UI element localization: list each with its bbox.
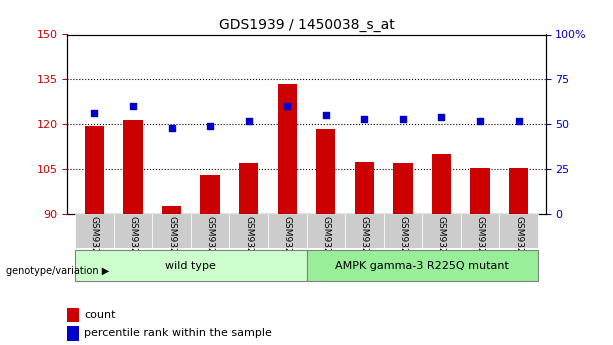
Bar	[509, 168, 528, 214]
Bar	[162, 206, 181, 214]
FancyBboxPatch shape	[113, 214, 152, 248]
Bar	[67, 308, 80, 322]
Bar	[239, 163, 258, 214]
FancyBboxPatch shape	[422, 214, 461, 248]
Text: GSM93235: GSM93235	[90, 216, 99, 265]
Bar	[470, 168, 490, 214]
Point	[244, 118, 254, 124]
Text: GSM93230: GSM93230	[360, 216, 369, 265]
FancyBboxPatch shape	[191, 214, 229, 248]
Text: GSM93233: GSM93233	[476, 216, 484, 265]
Text: GSM93232: GSM93232	[437, 216, 446, 265]
FancyBboxPatch shape	[268, 214, 306, 248]
Text: percentile rank within the sample: percentile rank within the sample	[84, 328, 272, 338]
Text: genotype/variation ▶: genotype/variation ▶	[6, 266, 109, 276]
Text: GSM93239: GSM93239	[244, 216, 253, 265]
FancyBboxPatch shape	[75, 214, 113, 248]
Bar	[123, 120, 143, 214]
FancyBboxPatch shape	[152, 214, 191, 248]
Bar	[394, 163, 413, 214]
Bar	[316, 129, 335, 214]
FancyBboxPatch shape	[306, 214, 345, 248]
Text: count: count	[84, 310, 116, 320]
Bar	[432, 154, 451, 214]
Point	[398, 116, 408, 121]
Point	[205, 123, 215, 129]
Bar	[67, 326, 80, 341]
Point	[167, 125, 177, 130]
Point	[128, 104, 138, 109]
FancyBboxPatch shape	[345, 214, 384, 248]
Text: GSM93231: GSM93231	[398, 216, 408, 265]
Text: GSM93237: GSM93237	[167, 216, 176, 265]
Point	[436, 114, 446, 120]
Title: GDS1939 / 1450038_s_at: GDS1939 / 1450038_s_at	[219, 18, 394, 32]
Point	[89, 111, 99, 116]
Bar	[85, 126, 104, 214]
Text: wild type: wild type	[166, 261, 216, 270]
Text: GSM93238: GSM93238	[205, 216, 215, 265]
Text: GSM93236: GSM93236	[129, 216, 137, 265]
Text: GSM93234: GSM93234	[514, 216, 523, 265]
FancyBboxPatch shape	[75, 250, 306, 281]
Point	[359, 116, 369, 121]
Point	[321, 112, 330, 118]
Bar	[355, 161, 374, 214]
Text: GSM93229: GSM93229	[321, 216, 330, 265]
FancyBboxPatch shape	[384, 214, 422, 248]
Bar	[278, 84, 297, 214]
FancyBboxPatch shape	[306, 250, 538, 281]
Point	[283, 104, 292, 109]
Text: AMPK gamma-3 R225Q mutant: AMPK gamma-3 R225Q mutant	[335, 261, 509, 270]
Bar	[200, 175, 219, 214]
FancyBboxPatch shape	[500, 214, 538, 248]
Point	[475, 118, 485, 124]
Text: GSM93240: GSM93240	[283, 216, 292, 265]
FancyBboxPatch shape	[229, 214, 268, 248]
Point	[514, 118, 524, 124]
FancyBboxPatch shape	[461, 214, 500, 248]
